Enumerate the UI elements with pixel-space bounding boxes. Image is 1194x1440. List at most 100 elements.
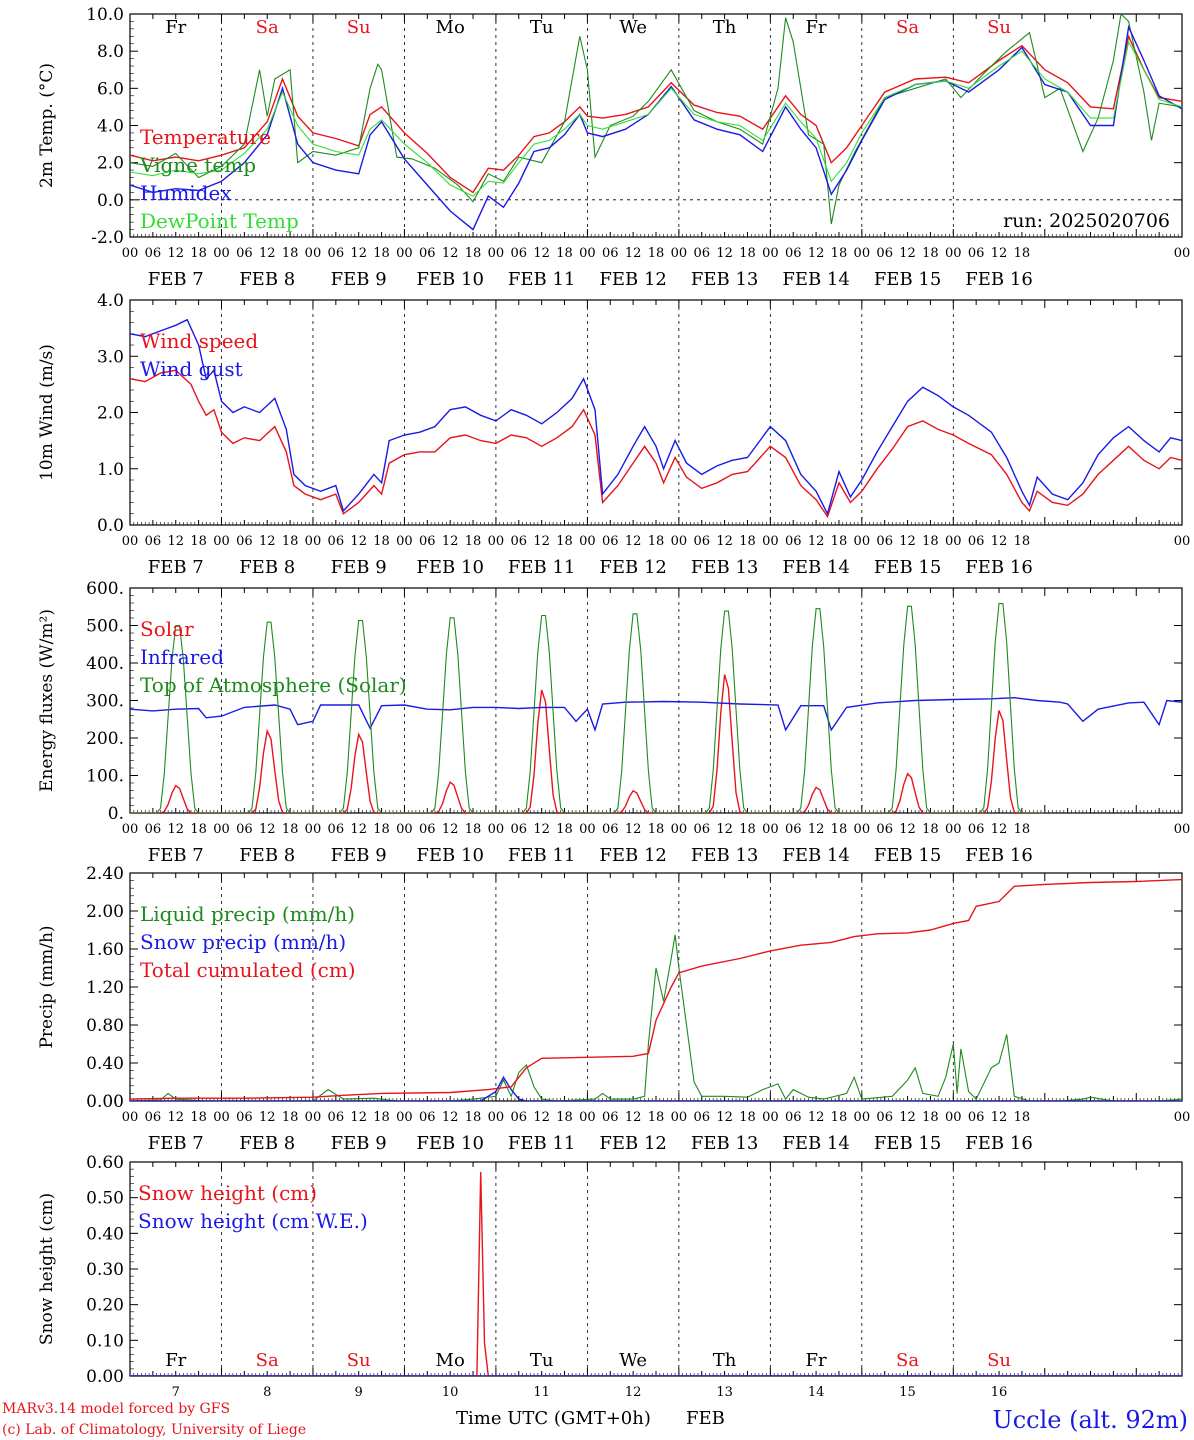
date-label: FEB 7 — [148, 1133, 204, 1154]
legend-entry: Total cumulated (cm) — [140, 958, 356, 982]
y-tick-label: -2.0 — [91, 228, 124, 248]
hour-label: 00 — [762, 1110, 779, 1125]
y-tick-label: 0.0 — [97, 191, 124, 211]
hour-label: 06 — [419, 246, 436, 261]
y-tick-label: 0.80 — [86, 1016, 124, 1036]
series-line-green — [130, 603, 1045, 813]
hour-label: 00 — [305, 534, 322, 549]
y-tick-label: 300. — [86, 692, 124, 712]
date-label: FEB 11 — [508, 1133, 575, 1154]
hour-label: 18 — [1014, 822, 1031, 837]
hour-label: 06 — [876, 822, 893, 837]
y-tick-label: 0.30 — [86, 1260, 124, 1280]
hour-label: 18 — [1014, 1110, 1031, 1125]
hour-label: 18 — [922, 1110, 939, 1125]
weekday-label: We — [619, 17, 647, 38]
x-axis-month: FEB — [686, 1408, 725, 1429]
hour-label: 18 — [739, 246, 756, 261]
series-line-red — [130, 369, 1182, 519]
hour-label: 18 — [831, 246, 848, 261]
y-tick-label: 500. — [86, 617, 124, 637]
hour-label: 12 — [167, 534, 184, 549]
plot-frame — [129, 299, 1183, 526]
date-label: FEB 16 — [965, 269, 1032, 290]
panel-1: -2.0 0.0 2.0 4.0 6.0 8.0 10.0 2m Temp. (°C) 00 06… — [37, 5, 1190, 290]
hour-label: 00 — [671, 822, 688, 837]
y-tick-label: 0.0 — [97, 516, 124, 536]
day-number-label: 12 — [625, 1385, 642, 1400]
hour-label: 18 — [465, 822, 482, 837]
hour-label: 00 — [396, 822, 413, 837]
date-label: FEB 14 — [782, 557, 849, 578]
hour-label: 12 — [533, 1110, 550, 1125]
hour-label: 06 — [511, 1110, 528, 1125]
weekday-label: Su — [347, 17, 371, 38]
date-label: FEB 7 — [148, 269, 204, 290]
legend-entry: Temperature — [140, 125, 271, 149]
y-tick-label: 1.0 — [97, 460, 124, 480]
hour-label: 00 — [122, 246, 139, 261]
panel-2: 0.0 1.0 2.0 3.0 4.0 10m Wind (m/s) 00 06 12 18 FEB… — [37, 291, 1190, 578]
y-tick-label: 600. — [86, 579, 124, 599]
hour-label: 00 — [1174, 1110, 1191, 1125]
hour-label: 06 — [968, 822, 985, 837]
credit-line-1: MARv3.14 model forced by GFS — [2, 1401, 230, 1417]
hour-label: 12 — [442, 1110, 459, 1125]
hour-label: 00 — [671, 534, 688, 549]
hour-label: 18 — [190, 822, 207, 837]
hour-label: 12 — [899, 534, 916, 549]
weekday-label: Fr — [806, 1350, 827, 1371]
hour-label: 06 — [236, 822, 253, 837]
hour-label: 00 — [396, 1110, 413, 1125]
day-number-label: 11 — [533, 1385, 550, 1400]
hour-label: 18 — [465, 246, 482, 261]
date-label: FEB 14 — [782, 845, 849, 866]
hour-label: 00 — [305, 822, 322, 837]
legend-entry: Wind gust — [140, 357, 243, 381]
date-label: FEB 7 — [148, 845, 204, 866]
hour-label: 18 — [831, 1110, 848, 1125]
hour-label: 00 — [396, 534, 413, 549]
hour-label: 12 — [533, 822, 550, 837]
y-tick-label: 2.0 — [97, 404, 124, 424]
y-tick-label: 0.40 — [86, 1054, 124, 1074]
hour-label: 06 — [145, 246, 162, 261]
hour-label: 12 — [625, 246, 642, 261]
y-axis-label: Precip (mm/h) — [37, 925, 57, 1048]
hour-label: 00 — [396, 246, 413, 261]
y-tick-label: 3.0 — [97, 347, 124, 367]
hour-label: 00 — [579, 534, 596, 549]
hour-label: 06 — [145, 534, 162, 549]
hour-label: 18 — [922, 822, 939, 837]
hour-label: 06 — [145, 1110, 162, 1125]
weekday-label: Tu — [530, 17, 554, 38]
day-number-label: 7 — [172, 1385, 180, 1400]
hour-label: 12 — [167, 1110, 184, 1125]
date-label: FEB 16 — [965, 557, 1032, 578]
hour-label: 12 — [808, 246, 825, 261]
legend-entry: Snow precip (mm/h) — [140, 930, 346, 954]
weekday-label: Sa — [256, 17, 279, 38]
station-name: Uccle (alt. 92m) — [992, 1406, 1188, 1434]
series-line-blue — [130, 318, 1182, 516]
hour-label: 12 — [259, 822, 276, 837]
hour-label: 00 — [1174, 246, 1191, 261]
weekday-label: Th — [713, 1350, 737, 1371]
hour-label: 18 — [282, 246, 299, 261]
hour-label: 00 — [945, 1110, 962, 1125]
weekday-label: Su — [987, 17, 1011, 38]
hour-label: 18 — [739, 534, 756, 549]
legend-entry: Vigne temp — [139, 153, 256, 177]
series-line-green — [130, 934, 1182, 1101]
series-line-lightgreen — [130, 40, 1182, 197]
date-label: FEB 9 — [331, 845, 387, 866]
y-tick-label: 2.0 — [97, 154, 124, 174]
date-label: FEB 11 — [508, 557, 575, 578]
hour-label: 12 — [716, 246, 733, 261]
hour-label: 00 — [854, 1110, 871, 1125]
y-tick-label: 4.0 — [97, 117, 124, 137]
hour-label: 00 — [122, 822, 139, 837]
hour-label: 12 — [899, 1110, 916, 1125]
hour-label: 12 — [808, 1110, 825, 1125]
